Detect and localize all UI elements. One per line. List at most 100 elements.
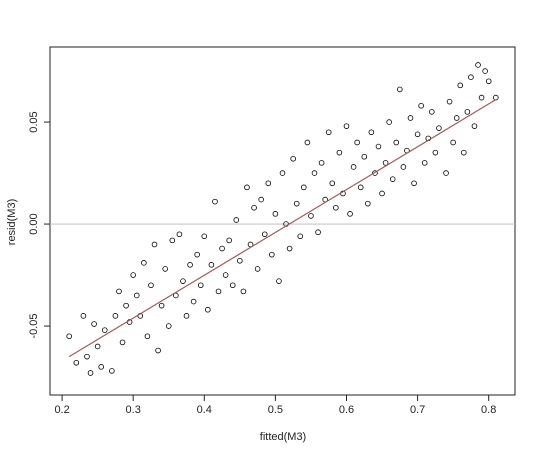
point	[162, 266, 168, 272]
point	[169, 237, 176, 244]
point	[421, 160, 428, 166]
point	[336, 149, 343, 156]
point	[176, 231, 183, 238]
point	[478, 94, 485, 101]
point	[308, 213, 314, 219]
x-tick-label: 0.2	[54, 404, 69, 416]
point	[468, 74, 474, 80]
point	[112, 313, 119, 319]
point	[73, 359, 80, 366]
point	[389, 176, 396, 182]
point	[133, 292, 140, 299]
point	[304, 139, 311, 146]
point	[407, 115, 414, 121]
point	[318, 160, 325, 166]
point	[265, 180, 272, 187]
point	[130, 272, 136, 278]
point	[368, 129, 375, 136]
y-tick-label: -0.05	[28, 314, 40, 339]
point	[237, 257, 243, 264]
point	[91, 321, 97, 327]
point	[386, 119, 392, 125]
point	[457, 82, 464, 89]
point	[397, 86, 403, 93]
point	[382, 160, 389, 166]
point	[493, 94, 499, 101]
point	[194, 251, 200, 258]
point	[87, 370, 94, 376]
point	[453, 115, 460, 121]
point	[311, 170, 318, 176]
point	[222, 272, 229, 278]
point	[357, 184, 364, 191]
point	[343, 123, 350, 129]
point	[116, 288, 122, 295]
point	[251, 204, 257, 211]
point	[109, 368, 115, 374]
point	[66, 333, 72, 340]
point	[190, 298, 197, 305]
point	[98, 364, 104, 370]
point	[226, 237, 232, 244]
point	[471, 123, 478, 129]
point	[485, 78, 492, 85]
point	[432, 149, 439, 156]
point	[272, 211, 279, 217]
point	[229, 282, 236, 289]
point	[240, 288, 247, 295]
point	[123, 302, 129, 309]
point	[80, 313, 87, 319]
point	[254, 266, 261, 272]
point	[301, 184, 307, 191]
point	[205, 306, 211, 313]
point	[400, 164, 407, 170]
point	[244, 184, 250, 191]
point	[461, 149, 467, 156]
point	[429, 109, 435, 115]
point	[94, 343, 101, 350]
point	[212, 198, 218, 205]
point	[464, 109, 471, 115]
point	[208, 262, 215, 268]
x-axis-label: fitted(M3)	[260, 431, 306, 443]
x-tick-label: 0.7	[410, 404, 425, 416]
point	[350, 164, 357, 170]
y-axis-label: resid(M3)	[6, 199, 18, 245]
point	[158, 302, 165, 309]
point	[446, 98, 453, 105]
point	[379, 190, 385, 197]
point	[101, 327, 108, 333]
point	[119, 339, 126, 346]
x-tick-label: 0.4	[197, 404, 212, 416]
point	[269, 251, 275, 258]
point	[215, 288, 222, 295]
x-tick-label: 0.6	[339, 404, 354, 416]
point	[258, 196, 264, 203]
point	[443, 170, 449, 176]
point	[436, 125, 442, 131]
point	[325, 129, 332, 136]
point	[151, 241, 158, 248]
point	[187, 262, 193, 268]
point	[297, 233, 304, 240]
point	[148, 282, 154, 289]
point	[197, 282, 204, 289]
point	[261, 231, 268, 238]
point	[144, 333, 151, 340]
x-tick-label: 0.8	[481, 404, 496, 416]
point	[315, 229, 321, 236]
point	[347, 211, 353, 217]
y-tick-label: 0.00	[28, 213, 40, 234]
plot-frame	[49, 46, 516, 396]
point	[219, 245, 225, 252]
point	[411, 180, 417, 187]
x-tick-label: 0.5	[268, 404, 283, 416]
point	[475, 62, 481, 68]
point	[418, 102, 424, 109]
point	[165, 323, 172, 329]
point	[354, 139, 360, 146]
point	[155, 347, 161, 354]
point	[279, 170, 286, 176]
point	[393, 139, 400, 146]
